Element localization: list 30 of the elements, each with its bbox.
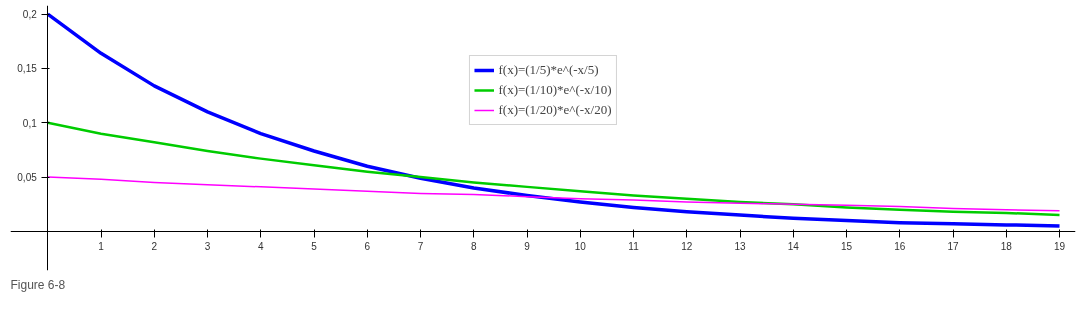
x-tick-label: 18 (1000, 241, 1013, 253)
y-tick-label: 0,05 (17, 172, 38, 184)
legend-label: f(x)=(1/20)*e^(-x/20) (498, 102, 612, 118)
x-tick-label: 19 (1053, 241, 1066, 253)
x-tick-label: 5 (311, 241, 318, 253)
x-tick-label: 11 (628, 241, 640, 253)
line-series (46, 12, 1062, 228)
line-series (47, 176, 1061, 212)
x-tick-label: 15 (840, 241, 853, 253)
x-tick-label: 8 (470, 241, 477, 253)
x-tick-label: 10 (574, 241, 587, 253)
x-tick-label: 9 (524, 241, 531, 253)
x-tick-label: 1 (98, 241, 105, 253)
y-tick-label: 0,15 (17, 63, 38, 75)
x-tick-label: 4 (257, 241, 264, 253)
line-series (46, 121, 1061, 217)
legend-label: f(x)=(1/5)*e^(-x/5) (498, 62, 599, 78)
y-tick-label: 0,2 (22, 9, 38, 21)
x-tick-label: 16 (894, 241, 906, 253)
x-tick-label: 17 (947, 241, 960, 253)
x-tick-label: 2 (151, 241, 158, 253)
legend-label: f(x)=(1/10)*e^(-x/10) (498, 82, 612, 98)
x-tick-label: 14 (787, 241, 800, 253)
x-tick-label: 12 (681, 241, 693, 253)
x-tick-label: 7 (417, 241, 424, 253)
x-tick-label: 3 (204, 241, 211, 253)
y-tick-label: 0,1 (22, 117, 38, 129)
x-tick-label: 13 (734, 241, 747, 253)
x-tick-label: 6 (364, 241, 371, 253)
caption: Figure 6-8 (10, 277, 66, 292)
